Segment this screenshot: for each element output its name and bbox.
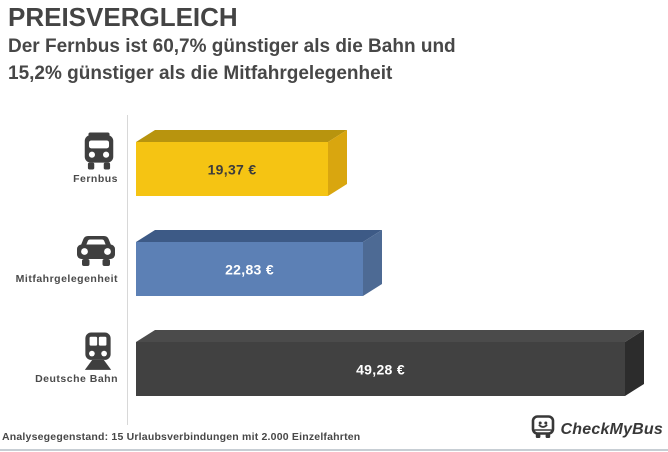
category-label-cell: Mitfahrgelegenheit xyxy=(0,215,127,285)
category-label: Mitfahrgelegenheit xyxy=(15,273,118,285)
category-label: Fernbus xyxy=(73,173,118,185)
bar-cell: 49,28 € xyxy=(127,315,668,399)
category-label-cell: Fernbus xyxy=(0,115,127,185)
bar-chart: Fernbus 19,37 € Mitfahrgelegenheit 22,83 € D… xyxy=(0,113,668,427)
bar-side-face xyxy=(328,130,347,196)
subtitle-line-1: Der Fernbus ist 60,7% günstiger als die … xyxy=(8,36,456,57)
bar-front-face xyxy=(136,142,328,196)
brand-name: CheckMyBus xyxy=(560,421,663,438)
category-label: Deutsche Bahn xyxy=(35,373,118,385)
train-icon xyxy=(78,332,118,370)
bar-front-face xyxy=(136,342,625,396)
car-icon xyxy=(74,232,118,270)
bar-front-face xyxy=(136,242,363,296)
chart-row: Deutsche Bahn 49,28 € xyxy=(0,315,668,415)
bar-top-face xyxy=(136,330,644,342)
chart-row: Fernbus 19,37 € xyxy=(0,115,668,215)
bar-top-face xyxy=(136,230,382,242)
bus-icon xyxy=(80,132,118,170)
bar-3d: 19,37 € xyxy=(136,130,347,196)
brand-logo: CheckMyBus xyxy=(531,415,663,445)
header: PREISVERGLEICH Der Fernbus ist 60,7% gün… xyxy=(8,0,660,87)
bar-cell: 22,83 € xyxy=(127,215,668,299)
bar-side-face xyxy=(363,230,382,296)
bar-value-label: 19,37 € xyxy=(208,162,257,178)
analysis-note: Analysegegenstand: 15 Urlaubsverbindunge… xyxy=(2,431,361,443)
bottom-divider xyxy=(0,449,668,451)
bar-cell: 19,37 € xyxy=(127,115,668,199)
bar-3d: 49,28 € xyxy=(136,330,644,396)
bar-top-face xyxy=(136,130,347,142)
bar-side-face xyxy=(625,330,644,396)
bar-value-label: 49,28 € xyxy=(356,362,405,378)
axis-line xyxy=(127,115,128,425)
category-label-cell: Deutsche Bahn xyxy=(0,315,127,385)
bar-value-label: 22,83 € xyxy=(225,262,274,278)
footer: Analysegegenstand: 15 Urlaubsverbindunge… xyxy=(0,410,668,452)
page-title: PREISVERGLEICH xyxy=(8,2,238,32)
checkmybus-bus-icon xyxy=(531,415,557,445)
subtitle-line-2: 15,2% günstiger als die Mitfahrgelegenhe… xyxy=(8,63,393,84)
bar-3d: 22,83 € xyxy=(136,230,382,296)
chart-row: Mitfahrgelegenheit 22,83 € xyxy=(0,215,668,315)
chart-rows: Fernbus 19,37 € Mitfahrgelegenheit 22,83 € D… xyxy=(0,115,668,415)
